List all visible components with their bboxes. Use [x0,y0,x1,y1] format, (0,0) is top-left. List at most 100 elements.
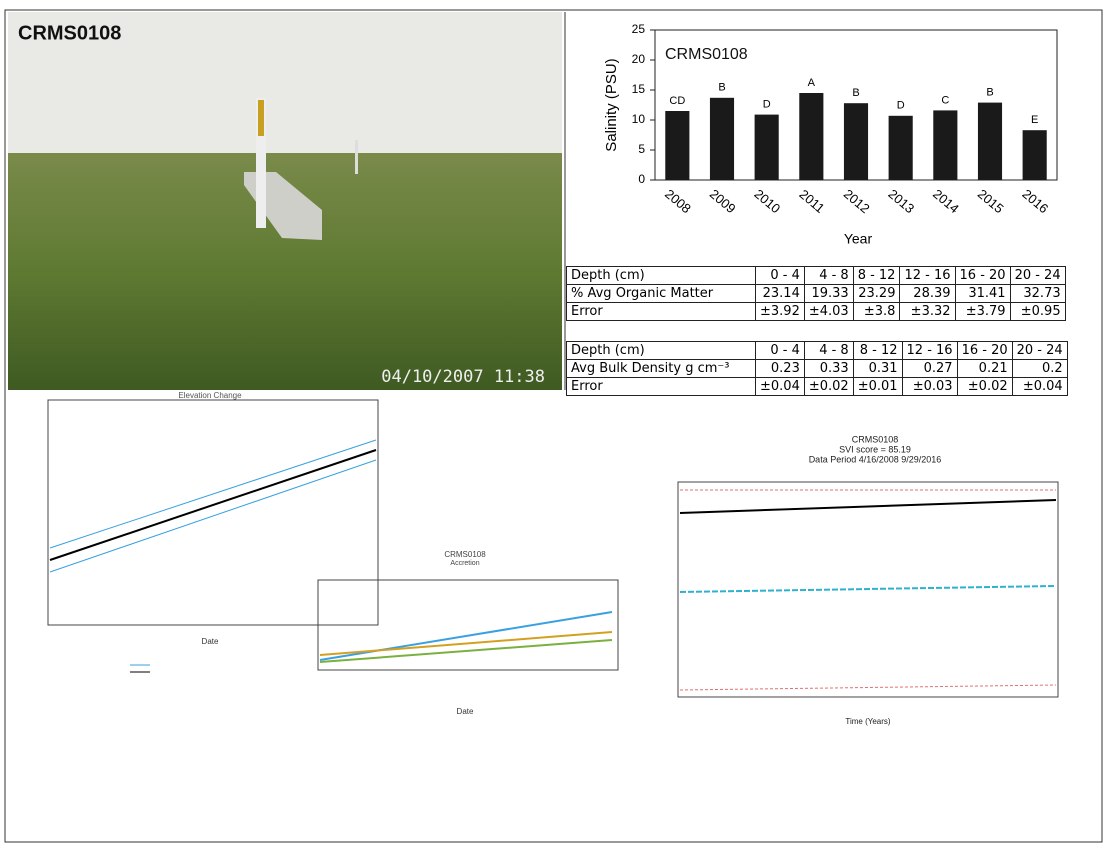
y-tick-label: 5 [638,142,645,156]
table-cell: 4 - 8 [803,266,854,285]
table-cell: 0.2 [1011,359,1068,378]
table-cell: ±3.32 [899,302,956,321]
y-tick-label: 0 [638,172,645,186]
table-cell: ±3.79 [954,302,1011,321]
table-cell: 20 - 24 [1011,341,1068,360]
table-row: % Avg Organic Matter 23.14 19.33 23.29 28.39… [566,284,1066,303]
table-cell: 32.73 [1009,284,1066,303]
x-tick-label: 2016 [1019,186,1051,216]
svi-xlabel: Time (Years) [845,717,891,726]
y-tick-label: 20 [632,52,646,66]
table-row: Avg Bulk Density g cm⁻³ 0.23 0.33 0.31 0.27 0… [566,359,1068,378]
page-border [4,9,1103,843]
table-cell: ±0.03 [901,377,958,396]
bar-annotation: B [852,87,859,99]
table-cell: 19.33 [803,284,854,303]
table-cell: 0.27 [901,359,958,378]
bar [754,114,779,180]
svi-title: CRMS0108 [852,434,899,444]
table-cell: Error [566,302,756,321]
bar-annotation: A [808,77,816,89]
table-cell: Error [566,377,756,396]
table-cell: 0 - 4 [755,266,805,285]
accretion-title: CRMS0108 [444,550,486,559]
table-cell: ±0.02 [956,377,1013,396]
table-cell: 20 - 24 [1009,266,1066,285]
bar [665,111,690,180]
table-cell: ±3.92 [755,302,805,321]
table-cell: 0.21 [956,359,1013,378]
table-cell: 12 - 16 [899,266,956,285]
accretion-panel [317,579,619,671]
x-tick-label: 2012 [841,186,873,216]
x-tick-label: 2010 [751,186,783,216]
bar-annotation: C [941,94,949,106]
bar [709,97,735,180]
table-cell: 12 - 16 [901,341,958,360]
table-cell: ±0.04 [755,377,805,396]
x-tick-label: 2008 [662,186,694,216]
bar [1022,130,1047,180]
table-cell: 28.39 [899,284,956,303]
table-cell: 23.14 [755,284,805,303]
bar [888,115,913,180]
svi-score: SVI score = 85.19 [839,444,911,454]
accretion-subtitle: Accretion [450,560,479,567]
table-cell: ±0.01 [852,377,903,396]
y-axis-label: Salinity (PSU) [603,58,620,151]
table-cell: Depth (cm) [566,266,756,285]
elevation-title: Elevation Change [178,391,242,400]
svi-panel [677,481,1059,698]
table-cell: ±0.95 [1009,302,1066,321]
bar [799,93,824,180]
bar-annotation: CD [669,95,685,107]
bar [933,110,958,180]
bar-annotation: B [718,82,725,94]
photo-timestamp: 04/10/2007 11:38 [381,367,545,387]
bar [977,102,1003,180]
table-cell: 0.33 [803,359,854,378]
x-tick-label: 2011 [796,186,827,215]
elevation-xlabel: Date [202,637,219,646]
bar-annotation: D [763,99,771,111]
bar-annotation: D [897,100,905,112]
elevation-panel [47,399,379,673]
table-cell: ±3.8 [852,302,901,321]
bar [843,103,869,180]
x-tick-label: 2015 [975,186,1007,216]
table-cell: 16 - 20 [954,266,1011,285]
table-row: Error ±0.04 ±0.02 ±0.01 ±0.03 ±0.02 ±0.04 [566,377,1068,396]
table-cell: 4 - 8 [803,341,854,360]
table-cell: % Avg Organic Matter [566,284,756,303]
bar-annotation: E [1031,114,1038,126]
table-cell: ±0.02 [803,377,854,396]
table-cell: ±0.04 [1011,377,1068,396]
bar-annotation: B [986,87,993,99]
y-tick-label: 25 [632,22,646,36]
table-cell: 8 - 12 [852,341,903,360]
table-cell: 31.41 [954,284,1011,303]
table-cell: 23.29 [852,284,901,303]
accretion-xlabel: Date [457,707,474,716]
table-cell: Depth (cm) [566,341,756,360]
y-tick-label: 15 [632,82,646,96]
table-cell: 16 - 20 [956,341,1013,360]
y-tick-label: 10 [632,112,646,126]
table-cell: Avg Bulk Density g cm⁻³ [566,359,756,378]
x-axis-label: Year [844,231,873,247]
table-row: Error ±3.92 ±4.03 ±3.8 ±3.32 ±3.79 ±0.95 [566,302,1066,321]
x-tick-label: 2013 [885,186,917,216]
x-tick-label: 2009 [707,186,739,216]
table-cell: 8 - 12 [852,266,901,285]
x-tick-label: 2014 [930,186,962,216]
photo-title: CRMS0108 [18,22,121,44]
photo [8,12,562,390]
svi-period: Data Period 4/16/2008 9/29/2016 [809,454,942,464]
table-cell: 0 - 4 [755,341,805,360]
